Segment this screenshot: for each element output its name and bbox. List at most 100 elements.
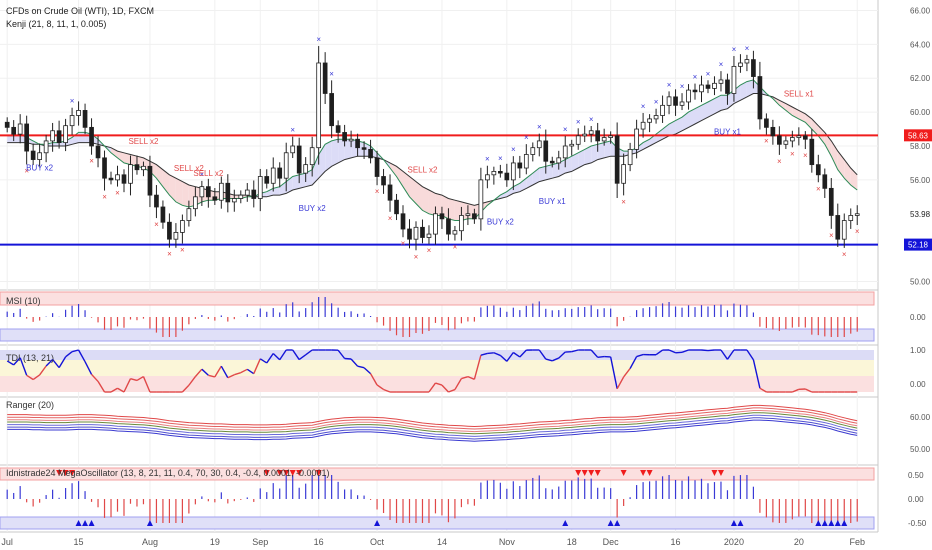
candle: [205, 178, 211, 208]
candle: [335, 120, 341, 143]
candle: [154, 185, 159, 219]
buy-cross-marker: ×: [693, 73, 698, 82]
candle: [472, 208, 477, 224]
mega-down-marker: [276, 470, 283, 476]
candle: [407, 219, 412, 249]
candle: [212, 188, 218, 205]
candle: [348, 130, 354, 148]
mega-up-marker: [607, 520, 614, 526]
signal-label-sell: SELL x1: [784, 89, 814, 98]
signal-label-buy: BUY x1: [714, 128, 742, 137]
candle: [446, 208, 451, 241]
ma-cloud-segment: [604, 140, 611, 158]
tdi-line-segment: [65, 351, 73, 358]
mega-down-marker: [289, 470, 296, 476]
candle-body-up: [283, 152, 289, 179]
candle-body-down: [11, 126, 17, 135]
buy-cross-marker: ×: [732, 45, 737, 54]
tdi-line-segment: [214, 365, 222, 378]
mega-overbought-zone: [0, 467, 875, 481]
buy-cross-marker: ×: [654, 98, 659, 107]
candle-body-down: [517, 162, 523, 169]
ma-cloud-segment: [273, 186, 280, 196]
ma-cloud-segment: [156, 164, 163, 187]
ma-cloud-segment: [182, 181, 189, 207]
candle-body-up: [679, 101, 685, 106]
candle-body-down: [368, 148, 373, 159]
candle: [102, 150, 107, 191]
candle-body-up: [640, 121, 646, 130]
mega-oversold-zone: [0, 516, 875, 530]
ranger-panel: [7, 404, 858, 442]
candle-body-up: [647, 118, 652, 123]
time-tick-label: Feb: [849, 537, 865, 547]
mega-up-marker: [614, 520, 621, 526]
tdi-line-segment: [376, 384, 384, 391]
tdi-line-segment: [369, 373, 378, 386]
tdi-line-segment: [194, 368, 203, 378]
mega-down-marker: [581, 470, 588, 476]
candle: [329, 80, 334, 139]
candle: [316, 46, 322, 165]
candle-body-down: [102, 157, 107, 179]
candle: [510, 156, 516, 191]
ma-cloud-segment: [701, 101, 708, 121]
candle-body-up: [128, 164, 133, 184]
candle: [238, 190, 244, 204]
sell-cross-marker: ×: [453, 243, 458, 252]
candle: [614, 122, 620, 199]
candle: [815, 154, 821, 183]
sell-cross-marker: ×: [89, 157, 94, 166]
tdi-line-segment: [39, 365, 47, 376]
mega-down-marker: [575, 470, 582, 476]
candle-body-down: [30, 150, 36, 160]
candle: [426, 225, 432, 244]
candle: [95, 135, 101, 168]
mega-title: Idnistrade24 MegaOscillator (13, 8, 21, …: [6, 468, 330, 478]
candle-body-down: [147, 165, 153, 196]
candle: [504, 163, 510, 187]
signal-label-buy: BUY x2: [487, 218, 515, 227]
tdi-line-segment: [91, 373, 99, 382]
candle-body-down: [95, 145, 101, 159]
candle: [218, 176, 224, 209]
tdi-line-segment: [720, 349, 729, 360]
candle-body-down: [472, 213, 477, 220]
tdi-line-segment: [227, 374, 235, 379]
candle: [653, 108, 659, 124]
candle-body-down: [355, 138, 360, 149]
tdi-line-segment: [77, 349, 86, 363]
time-tick-label: 16: [314, 537, 324, 547]
candle-body-up: [660, 104, 665, 116]
candle-body-up: [433, 213, 438, 235]
candle: [186, 200, 192, 227]
sell-cross-marker: ×: [790, 149, 795, 158]
candle: [303, 157, 309, 182]
tdi-line-segment: [220, 365, 229, 379]
sell-cross-marker: ×: [842, 250, 847, 259]
candle-body-up: [459, 215, 464, 232]
buy-cross-marker: ×: [706, 69, 711, 78]
ma-cloud-segment: [331, 139, 339, 167]
sell-cross-marker: ×: [414, 252, 419, 261]
candle-body-up: [790, 137, 795, 142]
candle-body-up: [465, 213, 471, 216]
ma-cloud-segment: [52, 142, 60, 146]
buy-cross-marker: ×: [719, 60, 724, 69]
candle: [731, 56, 737, 102]
candle-body-up: [562, 145, 568, 159]
candle: [679, 93, 685, 111]
tdi-line-segment: [805, 388, 813, 393]
tdi-line-segment: [130, 377, 138, 382]
ma-cloud-segment: [422, 186, 429, 214]
candle: [588, 126, 594, 143]
candle-body-up: [854, 213, 860, 216]
ma-cloud-segment: [130, 154, 137, 167]
tdi-line-segment: [208, 374, 216, 378]
candle: [497, 164, 503, 178]
ma-cloud-segment: [526, 173, 533, 189]
mega-down-marker: [646, 470, 653, 476]
mega-tick-label: 0.00: [908, 495, 924, 504]
candle: [277, 162, 283, 188]
candle-body-up: [848, 215, 854, 221]
